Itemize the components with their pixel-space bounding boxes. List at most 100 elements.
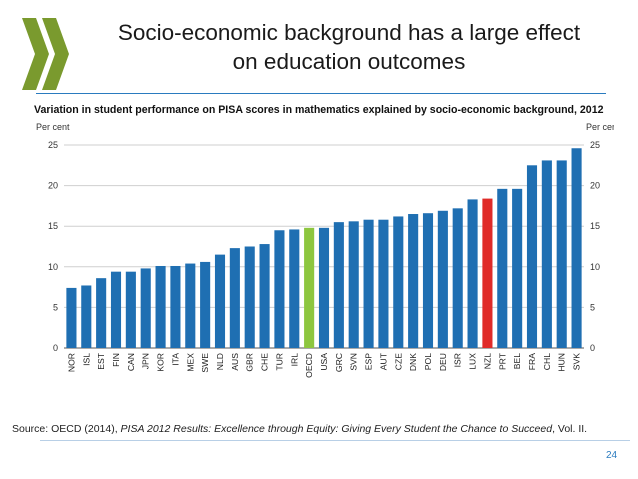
y-tick-label-right: 5 [590, 302, 595, 312]
x-tick-label: GBR [245, 353, 255, 372]
bar-can [125, 271, 136, 348]
source-prefix: Source: OECD (2014), [12, 423, 121, 435]
bar-grc [333, 222, 344, 348]
bar-mex [185, 263, 196, 348]
x-tick-label: MEX [185, 353, 195, 372]
bar-svk [571, 148, 582, 348]
x-tick-label: NLD [215, 353, 225, 370]
x-tick-label: LUX [468, 353, 478, 370]
bar-lux [467, 199, 478, 348]
bar-ita [170, 265, 181, 348]
bar-cze [393, 216, 404, 348]
bar-nor [66, 287, 77, 348]
bar-prt [497, 188, 508, 348]
y-tick-label-right: 15 [590, 221, 600, 231]
x-tick-label: CZE [393, 353, 403, 370]
x-tick-label: SVK [572, 353, 582, 370]
bar-fra [526, 165, 538, 348]
x-tick-label: AUT [378, 352, 388, 370]
logo-chevron-left [22, 18, 49, 90]
y-tick-label-left: 15 [48, 221, 58, 231]
y-tick-label-right: 20 [590, 181, 600, 191]
x-tick-label: CHL [542, 353, 552, 370]
bars-layer [66, 148, 582, 348]
bar-gbr [244, 246, 255, 348]
x-tick-label: SWE [200, 353, 210, 373]
title-divider [36, 93, 606, 94]
bar-pol [422, 213, 434, 348]
y-tick-label-right: 10 [590, 262, 600, 272]
slide-title: Socio-economic background has a large ef… [84, 18, 614, 76]
bar-aut [378, 219, 389, 348]
x-tick-label: ITA [170, 353, 180, 366]
bar-isr [452, 208, 463, 348]
x-tick-label: ISR [453, 353, 463, 367]
x-tick-label: PRT [497, 352, 507, 370]
bar-isl [81, 285, 92, 348]
x-tick-label: CHE [260, 353, 270, 371]
bar-deu [437, 210, 448, 348]
y-tick-label-left: 0 [53, 343, 58, 353]
bar-jpn [140, 268, 151, 348]
y-axis-label-right: Per cent [586, 122, 614, 132]
y-tick-label-right: 25 [590, 140, 600, 150]
slide-title-line2: on education outcomes [232, 49, 466, 74]
bar-esp [363, 219, 374, 348]
x-tick-label: SVN [349, 353, 359, 371]
slide-title-line1: Socio-economic background has a large ef… [117, 20, 581, 45]
y-tick-label-left: 20 [48, 181, 58, 191]
y-tick-label-left: 5 [53, 302, 58, 312]
bar-dnk [408, 214, 419, 348]
page-number: 24 [606, 450, 618, 461]
source-note: Source: OECD (2014), PISA 2012 Results: … [12, 423, 632, 435]
x-tick-label: TUR [274, 353, 284, 371]
x-tick-label: DNK [408, 353, 418, 371]
y-axis-label-left: Per cent [36, 122, 70, 132]
x-tick-label: KOR [156, 353, 166, 372]
bar-tur [274, 230, 285, 348]
x-tick-label: FRA [527, 353, 537, 370]
x-tick-label: GRC [334, 353, 344, 372]
x-tick-label: EST [96, 352, 106, 369]
logo-chevron-right [42, 18, 69, 90]
y-tick-label-right: 0 [590, 343, 595, 353]
bar-kor [155, 265, 166, 348]
x-tick-label: POL [423, 353, 433, 370]
y-tick-label-left: 25 [48, 140, 58, 150]
bar-hun [556, 160, 567, 348]
bar-nld [214, 254, 226, 348]
x-tick-label: BEL [512, 353, 522, 369]
x-tick-label: NOR [66, 353, 76, 372]
bar-chl [541, 160, 552, 348]
x-tick-label: OECD [304, 353, 314, 378]
source-suffix: , Vol. II. [552, 423, 588, 435]
x-tick-label: DEU [438, 353, 448, 371]
bar-chart: Variation in student performance on PISA… [34, 104, 620, 378]
x-tick-label: HUN [557, 353, 567, 372]
bar-irl [289, 229, 300, 348]
bar-fin [110, 271, 122, 348]
bar-nzl [482, 198, 493, 348]
chart-title: Variation in student performance on PISA… [34, 104, 604, 116]
x-tick-label: AUS [230, 353, 240, 371]
x-tick-label: ISL [81, 353, 91, 366]
chart: Variation in student performance on PISA… [34, 98, 620, 398]
x-tick-label: CAN [126, 353, 136, 371]
axis-layer: 0 0 5 5 10 10 15 15 20 20 25 25 NOR ISL EST FIN CAN JPN KO… [48, 140, 600, 378]
x-tick-label: USA [319, 353, 329, 371]
x-tick-label: NZL [482, 353, 492, 369]
x-tick-label: FIN [111, 353, 121, 367]
bar-usa [318, 227, 330, 348]
x-tick-label: ESP [364, 353, 374, 370]
bar-svn [348, 221, 359, 348]
x-tick-label: JPN [141, 353, 151, 369]
oecd-logo-icon [22, 18, 69, 90]
bar-aus [229, 248, 240, 348]
bar-est [96, 278, 107, 348]
x-tick-label: IRL [289, 353, 299, 367]
bar-swe [200, 261, 211, 348]
bar-oecd [304, 227, 315, 348]
y-tick-label-left: 10 [48, 262, 58, 272]
bar-che [259, 244, 270, 348]
bar-bel [512, 188, 523, 348]
